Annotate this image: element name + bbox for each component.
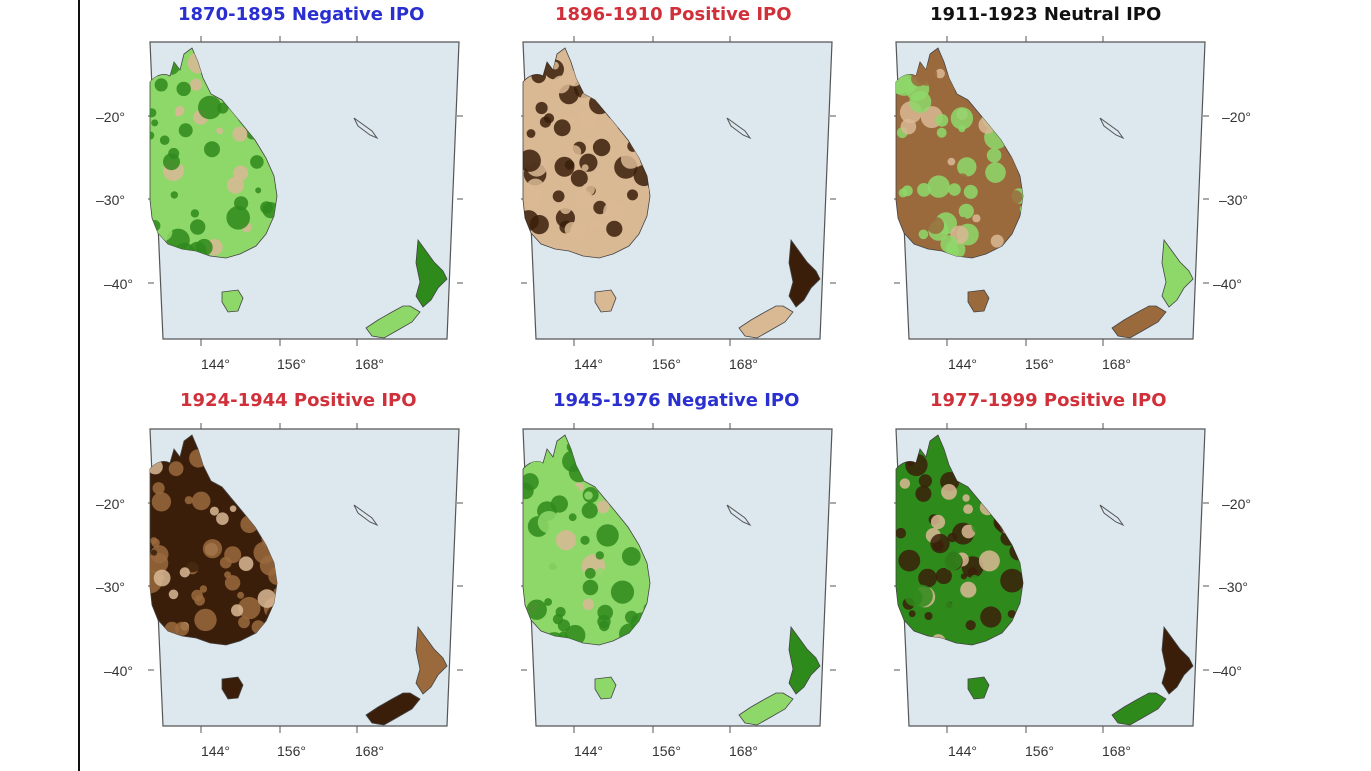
panel-title-2: 1896-1910 Positive IPO (555, 4, 792, 25)
tasmania-landmass (967, 289, 990, 313)
map-panel-4 (148, 423, 463, 733)
lon-tick-144-p6: 144° (948, 743, 977, 759)
lon-tick-144-p5: 144° (574, 743, 603, 759)
nz-south-island (738, 305, 794, 339)
lon-tick-156-p5: 156° (652, 743, 681, 759)
nz-south-island (1111, 692, 1167, 726)
lat-tick-30-p4: –30° (96, 579, 125, 595)
lat-tick-40-p1: –40° (104, 276, 133, 292)
new-caledonia-outline (353, 117, 379, 140)
nz-south-island (365, 692, 421, 726)
lat-tick-40-p3: –40° (1213, 276, 1242, 292)
panel-title-3: 1911-1923 Neutral IPO (930, 4, 1162, 25)
nz-south-island (738, 692, 794, 726)
lat-tick-40-p4: –40° (104, 663, 133, 679)
map-panel-3 (894, 36, 1209, 346)
nz-north-island (1161, 238, 1194, 308)
new-caledonia-outline (1099, 504, 1125, 527)
left-border-rule (78, 0, 80, 771)
nz-north-island (788, 238, 821, 308)
lat-tick-30-p3: –30° (1219, 192, 1248, 208)
new-caledonia-outline (353, 504, 379, 527)
lon-tick-156-p2: 156° (652, 356, 681, 372)
lon-tick-156-p6: 156° (1025, 743, 1054, 759)
panel-title-5: 1945-1976 Negative IPO (553, 390, 800, 411)
lat-tick-20-p3: –20° (1222, 109, 1251, 125)
panel-title-4: 1924-1944 Positive IPO (180, 390, 417, 411)
nz-north-island (788, 625, 821, 695)
lon-tick-144-p4: 144° (201, 743, 230, 759)
tasmania-landmass (594, 289, 617, 313)
map-panel-2 (521, 36, 836, 346)
tasmania-landmass (594, 676, 617, 700)
land-texture (523, 48, 650, 258)
lon-tick-168-p3: 168° (1102, 356, 1131, 372)
new-caledonia-outline (726, 504, 752, 527)
tasmania-landmass (221, 289, 244, 313)
panel-title-1: 1870-1895 Negative IPO (178, 4, 425, 25)
lat-tick-30-p6: –30° (1219, 579, 1248, 595)
map-panel-5 (521, 423, 836, 733)
lat-tick-20-p1: –20° (96, 109, 125, 125)
panel-title-6: 1977-1999 Positive IPO (930, 390, 1167, 411)
lat-tick-20-p4: –20° (96, 496, 125, 512)
nz-south-island (1111, 305, 1167, 339)
nz-north-island (1161, 625, 1194, 695)
lon-tick-168-p2: 168° (729, 356, 758, 372)
lon-tick-168-p1: 168° (355, 356, 384, 372)
lon-tick-168-p4: 168° (355, 743, 384, 759)
new-caledonia-outline (726, 117, 752, 140)
lon-tick-168-p5: 168° (729, 743, 758, 759)
nz-north-island (415, 625, 448, 695)
lon-tick-156-p3: 156° (1025, 356, 1054, 372)
lat-tick-40-p6: –40° (1213, 663, 1242, 679)
lon-tick-168-p6: 168° (1102, 743, 1131, 759)
map-panel-6 (894, 423, 1209, 733)
lon-tick-144-p2: 144° (574, 356, 603, 372)
lon-tick-144-p1: 144° (201, 356, 230, 372)
lat-tick-30-p1: –30° (96, 192, 125, 208)
new-caledonia-outline (1099, 117, 1125, 140)
tasmania-landmass (967, 676, 990, 700)
lon-tick-156-p4: 156° (277, 743, 306, 759)
nz-south-island (365, 305, 421, 339)
nz-north-island (415, 238, 448, 308)
lon-tick-156-p1: 156° (277, 356, 306, 372)
map-panel-1 (148, 36, 463, 346)
lon-tick-144-p3: 144° (948, 356, 977, 372)
lat-tick-20-p6: –20° (1222, 496, 1251, 512)
tasmania-landmass (221, 676, 244, 700)
